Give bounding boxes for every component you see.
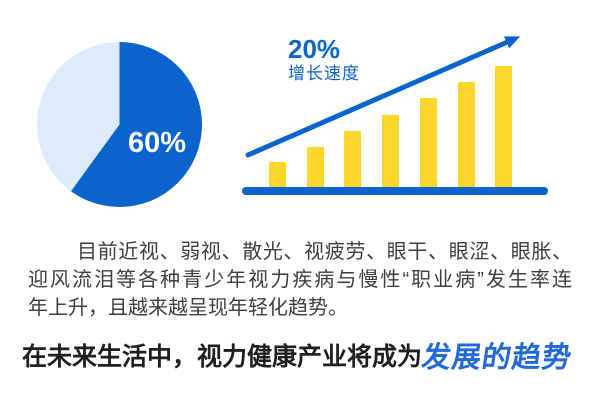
pie-chart [37,42,202,207]
headline: 在未来生活中，视力健康产业将成为发展的趋势 [22,340,592,375]
growth-rate-value: 20% [288,34,341,64]
paragraph-line: 目前近视、弱视、散光、视疲劳、眼干、眼涩、眼胀、 [77,241,572,263]
bar [457,82,475,187]
paragraph-line: 年上升，且越来越呈现年轻化趋势。 [28,297,348,319]
bar [419,98,437,187]
headline-prefix: 在未来生活中，视力健康产业将成为 [22,343,423,371]
body-paragraph: 目前近视、弱视、散光、视疲劳、眼干、眼涩、眼胀、 迎风流泪等各种青少年视力疾病与… [28,238,572,322]
chart-baseline [242,187,548,195]
trend-arrow-icon [245,36,521,158]
growth-rate-caption: 增长速度 [288,64,360,83]
headline-highlight: 发展的趋势 [419,342,575,374]
bar [344,131,362,187]
pie-percentage-label: 60% [128,127,187,159]
bar [269,162,286,187]
growth-bar-chart [242,12,548,195]
bar [382,115,400,187]
paragraph-line: 迎风流泪等各种青少年视力疾病与慢性“职业病”发生率连 [28,269,572,291]
bar [495,66,513,187]
bar [306,147,324,187]
